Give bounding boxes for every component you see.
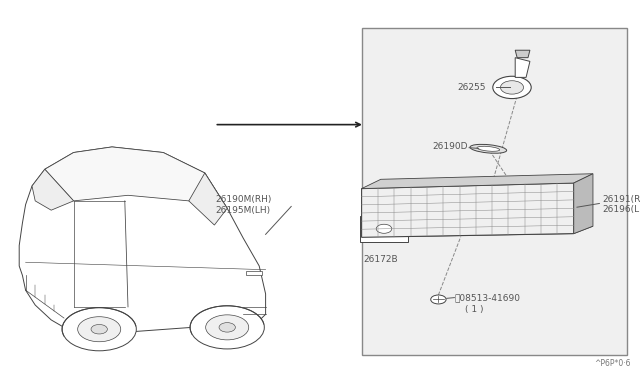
Text: 26190D: 26190D <box>432 142 467 151</box>
Text: ( 1 ): ( 1 ) <box>465 305 484 314</box>
Text: 26172B: 26172B <box>364 255 398 264</box>
Circle shape <box>77 317 121 342</box>
Circle shape <box>431 295 446 304</box>
Text: 26190M(RH): 26190M(RH) <box>215 195 271 203</box>
Polygon shape <box>362 183 574 237</box>
Polygon shape <box>574 174 593 234</box>
Polygon shape <box>515 58 530 77</box>
Polygon shape <box>45 147 227 208</box>
Circle shape <box>376 224 392 233</box>
Circle shape <box>219 323 236 332</box>
Polygon shape <box>32 169 74 210</box>
Circle shape <box>500 81 524 94</box>
Ellipse shape <box>470 144 507 153</box>
Bar <box>362 28 627 355</box>
Text: 26255: 26255 <box>458 83 486 92</box>
Polygon shape <box>515 50 530 58</box>
Polygon shape <box>362 226 593 237</box>
Bar <box>246 271 262 275</box>
Text: 26191(RH): 26191(RH) <box>603 195 640 204</box>
Polygon shape <box>362 174 593 189</box>
Polygon shape <box>19 147 266 333</box>
Circle shape <box>493 76 531 99</box>
Text: 26196(LH): 26196(LH) <box>603 205 640 214</box>
Bar <box>360 216 408 241</box>
Text: Ⓝ08513-41690: Ⓝ08513-41690 <box>454 293 520 302</box>
Circle shape <box>190 306 264 349</box>
Text: 26195M(LH): 26195M(LH) <box>216 206 271 215</box>
Circle shape <box>62 308 136 351</box>
Circle shape <box>205 315 249 340</box>
Polygon shape <box>189 173 227 225</box>
Circle shape <box>91 324 108 334</box>
Text: ^P6P*0·6: ^P6P*0·6 <box>594 359 630 368</box>
Ellipse shape <box>477 146 500 151</box>
